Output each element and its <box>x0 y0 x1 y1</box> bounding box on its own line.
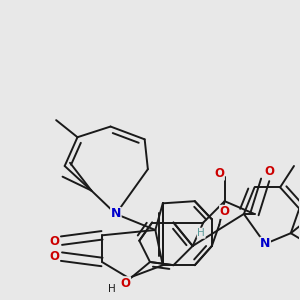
Text: H: H <box>197 228 205 238</box>
Text: N: N <box>111 208 121 220</box>
Text: H: H <box>108 284 116 294</box>
Text: O: O <box>49 235 59 248</box>
Text: O: O <box>264 165 274 178</box>
Text: O: O <box>220 206 230 218</box>
Text: O: O <box>49 250 59 263</box>
Text: O: O <box>214 167 224 180</box>
Text: O: O <box>121 277 130 290</box>
Text: N: N <box>260 237 270 250</box>
